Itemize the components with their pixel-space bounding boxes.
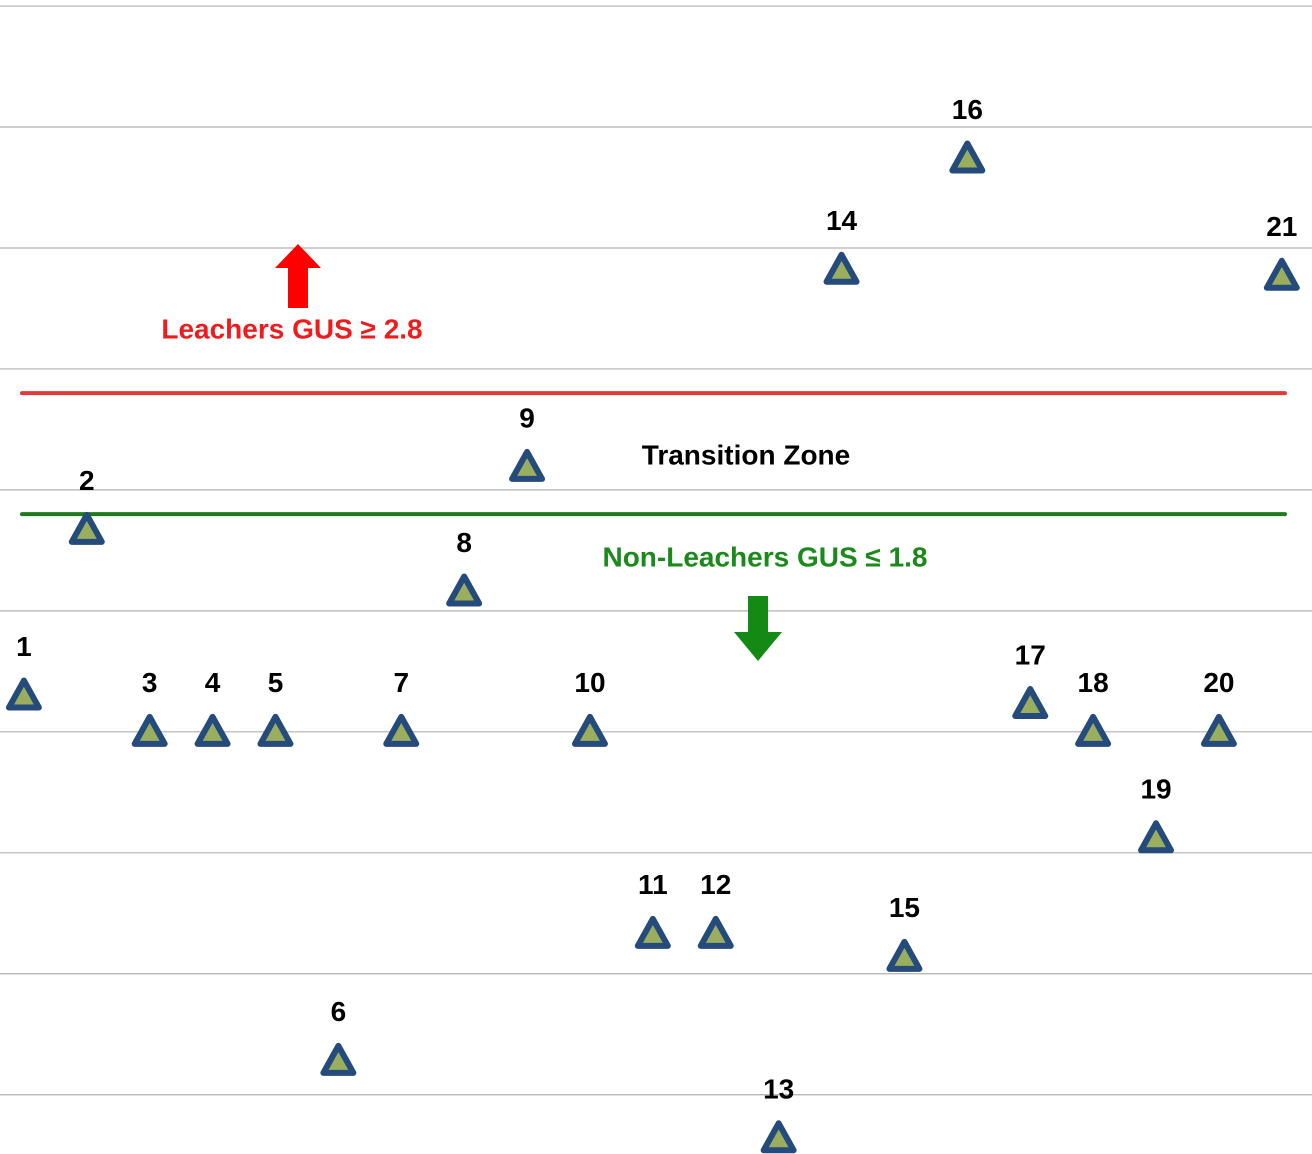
point-label: 14 xyxy=(826,205,858,236)
point xyxy=(383,713,420,747)
point-label: 3 xyxy=(142,667,158,698)
point-label: 1 xyxy=(16,631,32,662)
annotation: Transition Zone xyxy=(642,439,850,470)
point-label: 5 xyxy=(268,667,284,698)
point xyxy=(446,573,483,607)
point-label: 16 xyxy=(952,94,983,125)
down-arrow xyxy=(734,596,782,661)
point xyxy=(68,511,105,545)
point xyxy=(509,448,546,482)
point-label: 20 xyxy=(1203,667,1234,698)
point-label: 9 xyxy=(519,402,535,433)
point-label: 13 xyxy=(763,1074,794,1105)
point-label: 21 xyxy=(1266,211,1297,242)
point-label: 7 xyxy=(393,667,409,698)
point-label: 11 xyxy=(638,869,668,900)
point-label: 18 xyxy=(1078,667,1109,698)
point xyxy=(571,713,608,747)
point xyxy=(257,713,294,747)
point-label: 4 xyxy=(205,667,221,698)
point xyxy=(760,1120,797,1154)
point xyxy=(1075,713,1112,747)
point xyxy=(1263,257,1300,291)
up-arrow xyxy=(275,244,321,308)
point-label: 19 xyxy=(1140,774,1171,805)
point xyxy=(320,1042,357,1076)
point xyxy=(1200,713,1237,747)
point-label: 15 xyxy=(889,892,920,923)
point-label: 2 xyxy=(79,465,95,496)
point xyxy=(697,915,734,949)
point xyxy=(634,915,671,949)
point xyxy=(131,713,168,747)
annotation: Leachers GUS ≥ 2.8 xyxy=(161,313,422,344)
point xyxy=(823,251,860,285)
point xyxy=(1012,686,1049,720)
point xyxy=(1138,820,1175,854)
annotation: Non-Leachers GUS ≤ 1.8 xyxy=(602,541,927,572)
point-label: 8 xyxy=(456,527,472,558)
point xyxy=(949,140,986,174)
point xyxy=(886,938,923,972)
point-label: 17 xyxy=(1015,639,1046,670)
point-label: 12 xyxy=(700,869,731,900)
point xyxy=(5,677,42,711)
point-label: 6 xyxy=(331,996,347,1027)
point xyxy=(194,713,231,747)
point-label: 10 xyxy=(574,667,605,698)
